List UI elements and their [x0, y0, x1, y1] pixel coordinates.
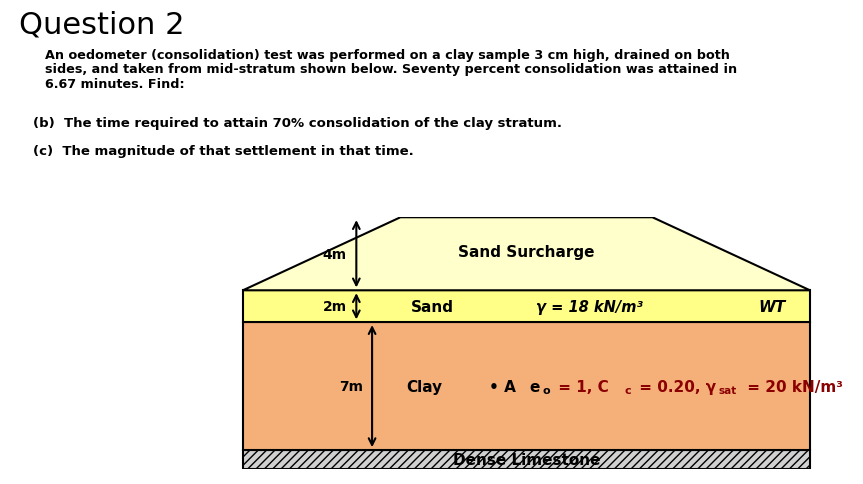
Text: Clay: Clay: [406, 379, 443, 394]
Text: = 1, C: = 1, C: [553, 379, 608, 394]
Text: c: c: [624, 385, 631, 395]
Polygon shape: [243, 218, 809, 291]
Text: WT: WT: [759, 299, 785, 314]
Text: γ = 18 kN/m³: γ = 18 kN/m³: [536, 299, 643, 314]
Text: o: o: [542, 385, 550, 395]
Text: = 0.20, γ: = 0.20, γ: [633, 379, 715, 394]
Text: = 20 kN/m³: = 20 kN/m³: [742, 379, 843, 394]
Text: Dense Limestone: Dense Limestone: [453, 453, 600, 467]
Bar: [243, 322, 809, 450]
Text: 4m: 4m: [323, 247, 347, 261]
Bar: [243, 291, 809, 322]
Bar: [243, 450, 809, 469]
Text: Question 2: Question 2: [19, 11, 185, 40]
Text: (b)  The time required to attain 70% consolidation of the clay stratum.: (b) The time required to attain 70% cons…: [33, 117, 562, 130]
Text: Sand: Sand: [411, 299, 453, 314]
Text: 2m: 2m: [323, 300, 347, 314]
Text: e: e: [530, 379, 540, 394]
Text: 7m: 7m: [338, 379, 362, 393]
Text: Sand Surcharge: Sand Surcharge: [458, 244, 595, 259]
Text: (c)  The magnitude of that settlement in that time.: (c) The magnitude of that settlement in …: [33, 145, 413, 158]
Text: sat: sat: [719, 385, 737, 395]
Text: An oedometer (consolidation) test was performed on a clay sample 3 cm high, drai: An oedometer (consolidation) test was pe…: [45, 48, 737, 91]
Text: • A: • A: [488, 379, 515, 394]
